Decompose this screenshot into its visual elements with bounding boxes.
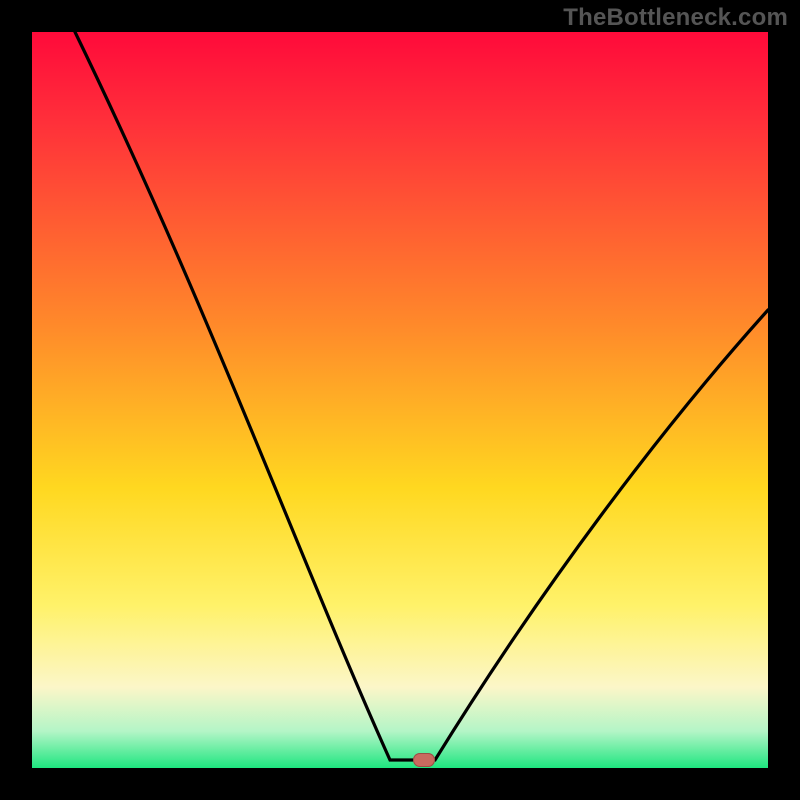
plot-background-gradient (32, 32, 768, 768)
chart-canvas: TheBottleneck.com (0, 0, 800, 800)
optimum-marker (413, 753, 435, 767)
watermark-text: TheBottleneck.com (563, 4, 788, 32)
